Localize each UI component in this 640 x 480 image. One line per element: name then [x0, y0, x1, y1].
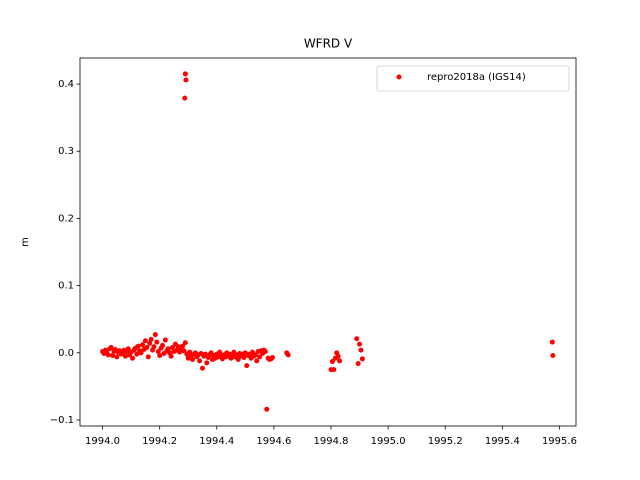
- data-point: [160, 342, 166, 348]
- data-point: [151, 344, 157, 350]
- data-point: [122, 353, 128, 359]
- data-point: [359, 356, 365, 362]
- data-point: [355, 361, 361, 367]
- x-tick-label: 1995.6: [542, 436, 577, 447]
- data-point: [329, 359, 335, 365]
- data-point: [134, 351, 140, 357]
- y-tick-label: 0.3: [58, 146, 74, 157]
- data-point: [157, 353, 163, 359]
- data-point: [200, 365, 206, 371]
- data-point: [144, 344, 150, 350]
- data-point: [154, 339, 160, 345]
- x-tick-label: 1994.6: [256, 436, 291, 447]
- data-point: [165, 346, 171, 352]
- chart-title: WFRD V: [304, 37, 353, 51]
- data-point: [182, 340, 188, 346]
- data-point: [252, 352, 258, 358]
- data-point: [197, 358, 203, 364]
- data-point: [142, 338, 148, 344]
- data-point: [181, 348, 187, 354]
- y-tick-label: 0.0: [58, 348, 74, 359]
- legend-label: repro2018a (IGS14): [427, 72, 526, 83]
- x-tick-label: 1994.2: [142, 436, 177, 447]
- data-point: [264, 406, 270, 412]
- data-point: [148, 336, 154, 342]
- x-tick-label: 1995.4: [485, 436, 520, 447]
- y-tick-label: −0.1: [50, 415, 74, 426]
- data-point: [190, 357, 196, 363]
- data-point: [202, 351, 208, 357]
- data-point: [244, 363, 250, 369]
- data-point: [235, 357, 241, 363]
- data-point: [337, 358, 343, 364]
- x-tick-label: 1994.0: [85, 436, 120, 447]
- data-point: [168, 353, 174, 359]
- data-point: [110, 353, 116, 359]
- data-point: [152, 332, 158, 338]
- y-tick-label: 0.2: [58, 213, 74, 224]
- data-point: [108, 344, 114, 350]
- y-tick-label: 0.1: [58, 281, 74, 292]
- data-point: [354, 336, 360, 342]
- data-point: [145, 354, 151, 360]
- data-point: [241, 355, 247, 361]
- data-point: [257, 354, 263, 360]
- legend-marker: [396, 74, 402, 80]
- data-point: [147, 340, 153, 346]
- y-axis-label: m: [20, 237, 31, 247]
- data-point: [285, 352, 291, 358]
- data-point: [180, 343, 186, 349]
- data-point: [331, 367, 337, 373]
- legend-box: [376, 65, 570, 92]
- x-tick-label: 1994.8: [313, 436, 348, 447]
- data-point: [357, 341, 363, 347]
- data-point: [358, 347, 364, 353]
- x-tick-label: 1995.0: [371, 436, 406, 447]
- data-point: [254, 358, 260, 364]
- x-tick-label: 1994.4: [199, 436, 234, 447]
- data-point: [140, 342, 146, 348]
- data-point: [335, 353, 341, 359]
- data-point: [130, 355, 136, 361]
- data-point: [549, 339, 555, 345]
- data-point: [162, 337, 168, 343]
- data-point: [262, 348, 268, 354]
- data-point: [182, 71, 188, 77]
- y-tick-label: 0.4: [58, 79, 74, 90]
- data-point: [183, 77, 189, 83]
- data-point: [550, 353, 556, 359]
- data-point: [138, 350, 144, 356]
- data-point: [125, 346, 131, 352]
- plot-frame: [79, 57, 577, 427]
- x-tick-label: 1995.2: [428, 436, 463, 447]
- data-point: [204, 360, 210, 366]
- data-point: [170, 344, 176, 350]
- data-point: [182, 95, 188, 101]
- data-point: [114, 354, 120, 360]
- data-point: [269, 355, 275, 361]
- data-point: [135, 343, 141, 349]
- data-point: [155, 348, 161, 354]
- data-point: [105, 352, 111, 358]
